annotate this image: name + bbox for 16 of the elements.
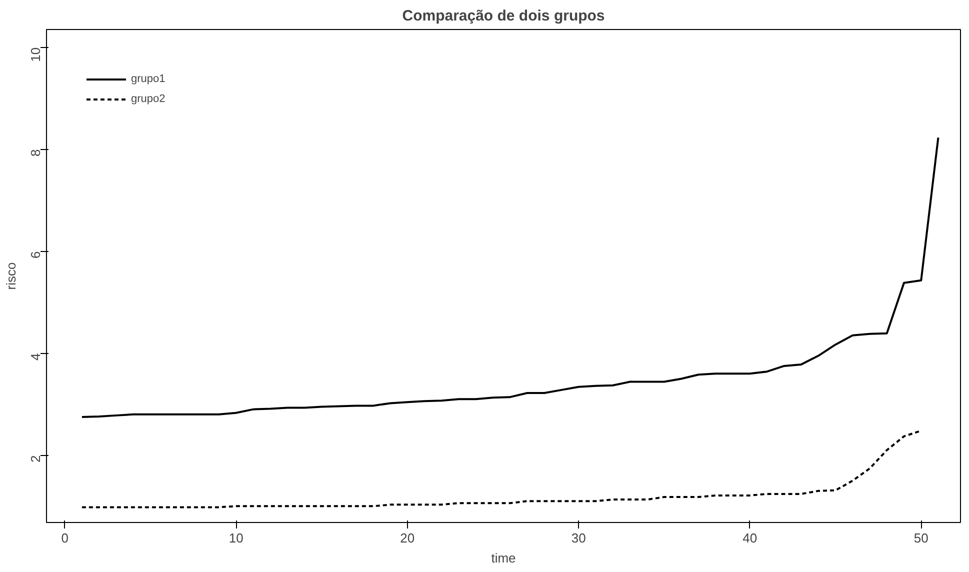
x-tick-label: 30 <box>571 530 586 546</box>
x-axis-title: time <box>491 550 516 566</box>
x-tick-label: 40 <box>742 530 758 546</box>
y-tick-label: 10 <box>28 47 43 62</box>
x-tick-label: 0 <box>61 530 68 546</box>
x-tick-label: 50 <box>914 530 928 546</box>
y-tick-label: 8 <box>28 149 43 157</box>
y-tick-label: 4 <box>28 353 43 360</box>
x-tick-label: 20 <box>400 530 415 546</box>
chart-title: Comparação de dois grupos <box>402 8 605 24</box>
y-tick-label: 6 <box>28 251 43 259</box>
y-tick-label: 2 <box>28 455 43 462</box>
y-axis-title: risco <box>4 262 18 290</box>
x-tick-label: 10 <box>228 530 244 546</box>
legend-label: grupo1 <box>131 73 166 85</box>
legend-label: grupo2 <box>131 93 166 105</box>
